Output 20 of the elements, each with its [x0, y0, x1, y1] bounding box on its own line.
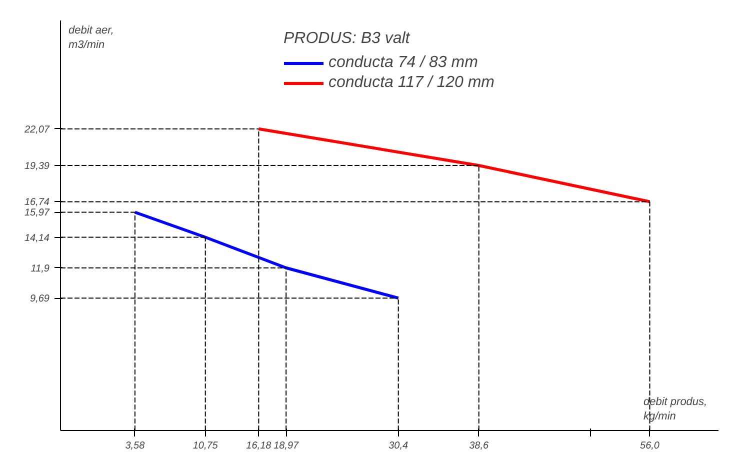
y-tick-label: 19,39: [24, 161, 50, 172]
y-tick-label: 22,07: [23, 124, 50, 136]
y-tick-label: 14,14: [24, 232, 50, 244]
x-axis-title: debit produs, kg/min: [644, 396, 708, 422]
x-tick-label: 38,6: [469, 440, 490, 452]
y-tick-label: 15,97: [24, 208, 50, 219]
y-tick-label: 9,69: [30, 294, 50, 305]
legend-label: conducta 117 / 120 mm: [328, 74, 495, 92]
x-tick-label: 56,0: [640, 440, 660, 452]
x-tick-label: 18,97: [274, 440, 300, 452]
legend-title: PRODUS: B3 valt: [283, 30, 412, 48]
legend-label: conducta 74 / 83 mm: [328, 54, 478, 72]
y-axis-title: debit aer, m3/min: [68, 24, 114, 51]
line-series: [133, 210, 400, 300]
x-tick-label: 3,58: [125, 440, 146, 452]
x-tick-label: 10,75: [192, 440, 218, 452]
y-tick-label: 16,74: [24, 197, 50, 208]
y-tick-label: 11,9: [30, 263, 50, 274]
x-tick-label: 30,4: [388, 440, 409, 452]
x-tick-label: 16,18: [246, 440, 272, 452]
